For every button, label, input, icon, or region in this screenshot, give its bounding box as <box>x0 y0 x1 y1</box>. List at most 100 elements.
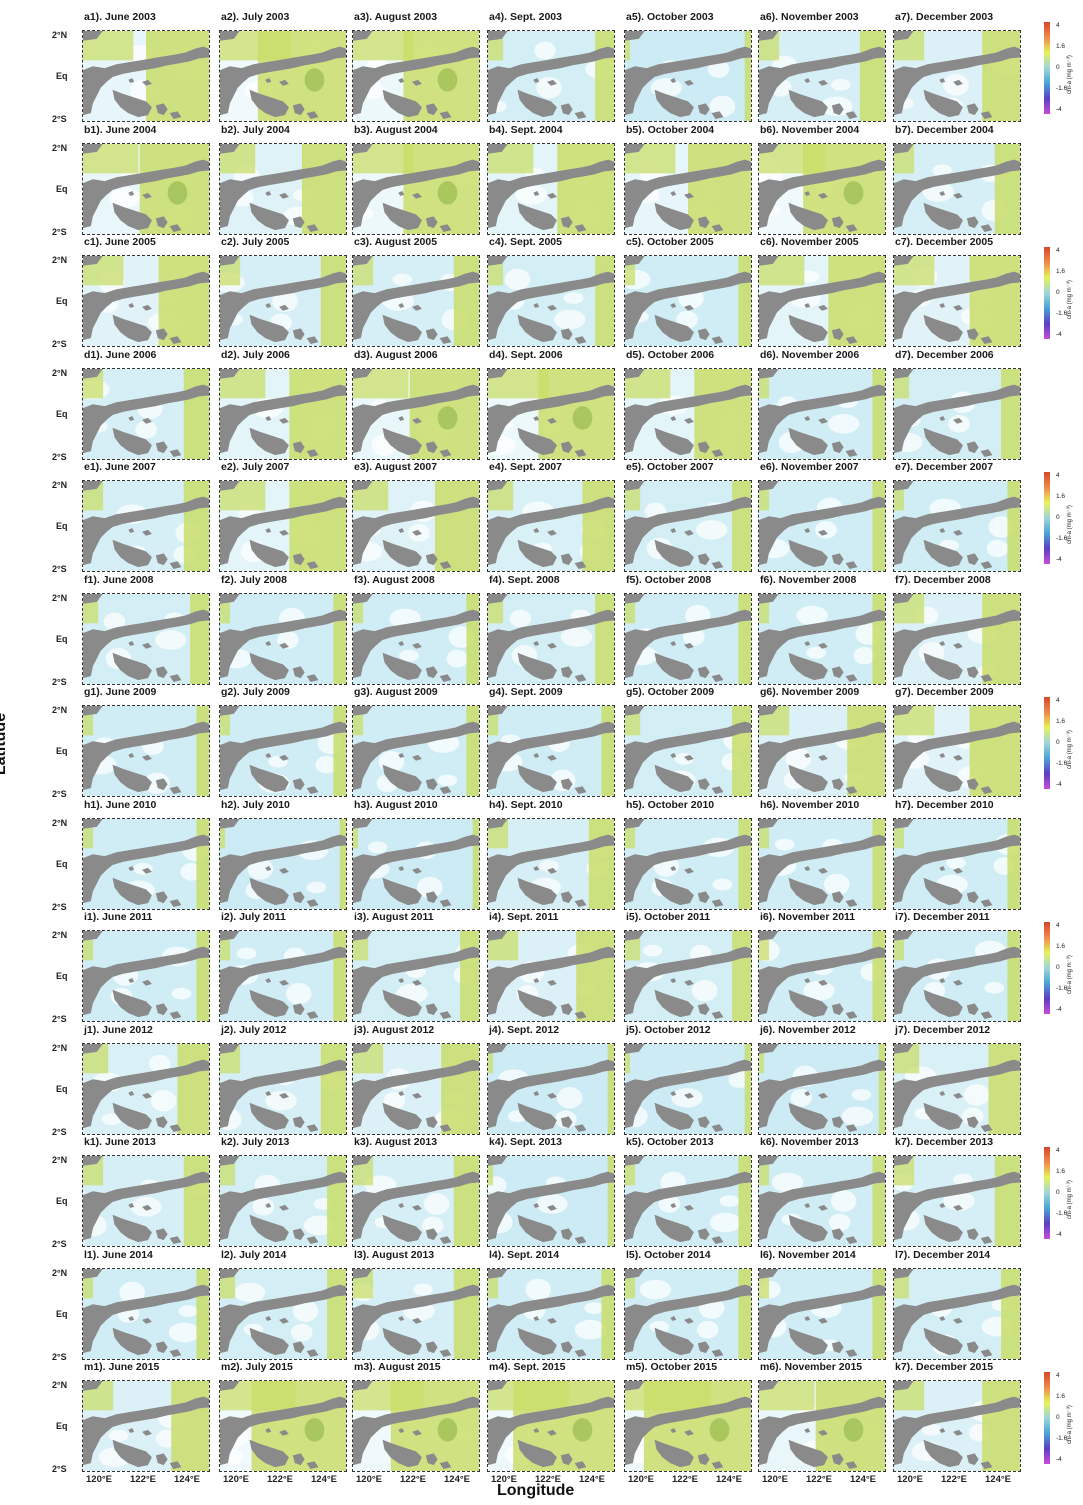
positive-anomaly-north <box>220 593 231 623</box>
panel-title: k4). Sept. 2013 <box>489 1136 562 1148</box>
neutral-patch <box>135 420 157 438</box>
land-mass <box>670 752 677 758</box>
colorbar-tick: 0 <box>1056 64 1060 71</box>
map-svg <box>83 818 209 909</box>
land-mass <box>697 103 710 116</box>
land-mass <box>265 415 272 421</box>
longitude-tick: 122°E <box>267 1474 293 1485</box>
land-mass <box>425 1003 438 1016</box>
neutral-patch <box>133 862 153 875</box>
panel-title: f3). August 2008 <box>354 573 435 586</box>
land-mass <box>894 31 914 41</box>
panel-title: f4). Sept. 2008 <box>489 573 560 586</box>
land-mass <box>625 1268 645 1279</box>
longitude-tick: 124°E <box>444 1474 470 1485</box>
land-mass <box>533 865 540 871</box>
neutral-patch <box>292 1299 319 1322</box>
land-mass <box>894 834 1020 903</box>
land-mass <box>894 818 914 829</box>
positive-anomaly-north <box>83 1268 94 1298</box>
positive-anomaly-north <box>625 1043 631 1073</box>
land-mass <box>788 202 828 230</box>
neutral-patch <box>932 164 953 176</box>
map-svg <box>759 706 885 796</box>
land-mass <box>155 665 168 678</box>
land-mass <box>697 778 710 791</box>
panel-title: g3). August 2009 <box>354 686 438 698</box>
positive-anomaly-region <box>872 818 885 909</box>
land-mass <box>759 368 779 379</box>
neutral-patch <box>437 774 458 787</box>
land-mass <box>788 764 828 793</box>
land-mass <box>980 1348 993 1357</box>
colorbar-tick: -4 <box>1056 1231 1062 1238</box>
map-svg <box>894 931 1020 1021</box>
map-svg <box>625 1156 751 1246</box>
land-mass <box>560 665 573 678</box>
positive-anomaly-region <box>744 1043 751 1134</box>
panel-title: h4). Sept. 2010 <box>489 798 563 811</box>
land-mass <box>488 1284 614 1353</box>
land-mass <box>818 192 828 199</box>
map-panel <box>82 930 210 1022</box>
land-mass <box>353 481 373 491</box>
land-mass <box>560 1340 573 1353</box>
land-mass <box>788 1214 828 1243</box>
map-panel <box>219 592 347 685</box>
positive-anomaly-region <box>601 1268 614 1359</box>
map-panel <box>352 1155 480 1247</box>
land-mass <box>112 1214 152 1243</box>
map-svg <box>353 818 479 909</box>
positive-anomaly-north <box>83 706 94 736</box>
land-mass <box>353 1268 373 1279</box>
panel-title: l5). October 2014 <box>626 1248 711 1261</box>
positive-anomaly-region <box>595 593 614 684</box>
map-panel <box>487 592 615 685</box>
land-mass <box>353 609 479 678</box>
positive-anomaly-region <box>333 931 346 1021</box>
latitude-tick: 2°S <box>52 226 67 237</box>
positive-anomaly-region <box>982 593 1020 684</box>
land-mass <box>83 609 209 678</box>
panel-title: k5). October 2013 <box>626 1136 714 1148</box>
positive-anomaly-region <box>576 931 614 1021</box>
map-svg <box>894 1381 1020 1471</box>
positive-anomaly-region <box>1001 1268 1020 1359</box>
land-mass <box>818 1429 828 1436</box>
land-mass <box>711 111 724 120</box>
neutral-patch <box>841 1106 874 1126</box>
panel-title: e3). August 2007 <box>354 461 438 473</box>
neutral-patch <box>265 1090 297 1111</box>
land-mass <box>953 1092 963 1099</box>
land-mass <box>112 89 152 118</box>
land-mass <box>306 898 319 907</box>
land-mass <box>306 1236 319 1245</box>
land-mass <box>804 640 811 646</box>
map-panel <box>758 705 886 797</box>
panel-title: j6). November 2012 <box>760 1023 856 1036</box>
map-svg <box>625 931 751 1021</box>
map-panel <box>352 480 480 572</box>
map-panel <box>219 1267 347 1360</box>
map-svg <box>625 706 751 796</box>
land-mass <box>279 754 289 761</box>
latitude-tick: 2°S <box>52 901 67 912</box>
land-mass <box>654 89 694 118</box>
longitude-tick: 120°E <box>223 1474 249 1485</box>
land-mass <box>939 752 946 758</box>
land-mass <box>560 328 573 341</box>
land-mass <box>292 215 305 228</box>
land-mass <box>923 1214 963 1243</box>
land-mass <box>953 754 963 761</box>
longitude-tick: 120°E <box>491 1474 517 1485</box>
neutral-patch <box>536 1194 568 1214</box>
land-mass <box>788 89 828 118</box>
latitude-tick: 2°S <box>52 1014 67 1024</box>
positive-anomaly-region <box>453 1156 479 1246</box>
land-mass <box>249 89 289 118</box>
map-panel <box>352 705 480 797</box>
land-mass <box>547 192 557 199</box>
land-mass <box>923 989 963 1018</box>
land-mass <box>142 529 152 536</box>
panel-title: i2). July 2011 <box>221 911 286 923</box>
